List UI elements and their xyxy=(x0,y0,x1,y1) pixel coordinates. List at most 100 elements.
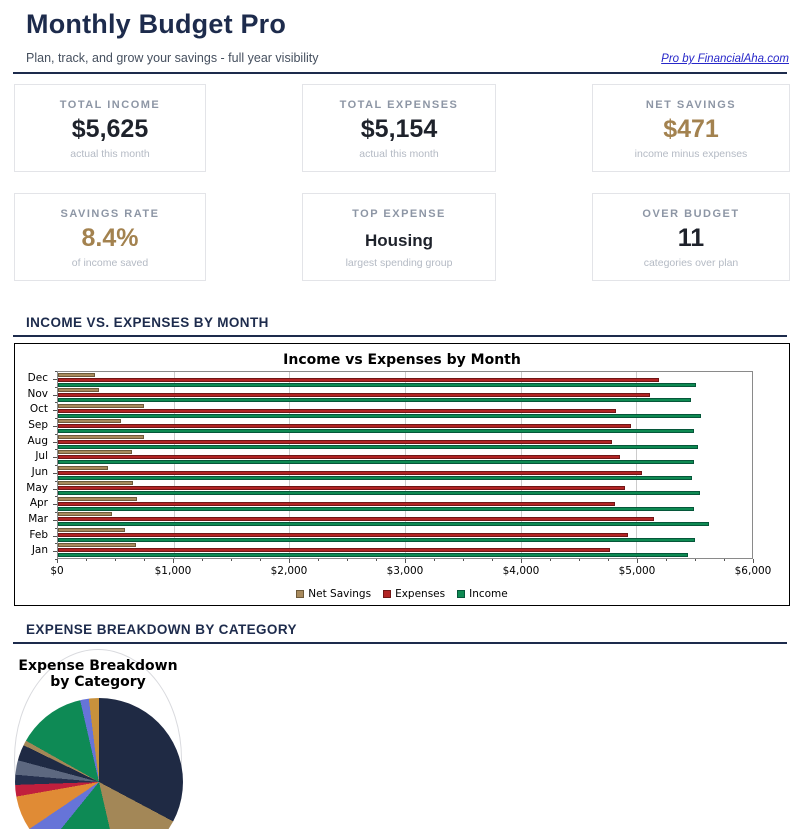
bar-chart-y-axis-labels: Dec Nov Oct Sep Aug Jul Jun May Apr Mar Feb Jan xyxy=(15,371,55,559)
stat-note: income minus expenses xyxy=(634,148,748,160)
stat-card-top-expense: TOP EXPENSE Housing largest spending gro… xyxy=(302,193,496,281)
legend-item-expenses: Expenses xyxy=(383,588,445,600)
bar-expenses xyxy=(58,439,613,444)
legend-swatch xyxy=(296,590,305,598)
bar-net-savings xyxy=(58,527,125,532)
y-axis-label: Mar xyxy=(28,513,48,525)
bar-income xyxy=(58,460,695,465)
x-axis-label: $1,000 xyxy=(154,565,192,577)
bar-net-savings xyxy=(58,543,137,548)
bar-net-savings xyxy=(58,419,122,424)
bar-chart-card: Income vs Expenses by Month Dec Nov Oct Sep… xyxy=(14,343,790,606)
bar-income xyxy=(58,398,691,403)
y-axis-label: Nov xyxy=(27,387,49,400)
stat-value: $5,625 xyxy=(71,115,149,143)
x-axis-label: $0 xyxy=(50,565,64,577)
stat-value: $471 xyxy=(663,115,719,143)
section-divider xyxy=(13,642,787,644)
x-axis-label: $6,000 xyxy=(734,565,772,577)
bar-income xyxy=(58,382,697,387)
stat-value: $5,154 xyxy=(360,115,438,143)
bar-expenses xyxy=(58,517,655,522)
legend-swatch xyxy=(457,590,466,598)
bar-group-may xyxy=(58,481,752,497)
bar-chart-x-axis-labels: $0 $1,000 $2,000 $3,000 $4,000 $5,000 $6,000 xyxy=(50,565,771,579)
y-axis-label: Dec xyxy=(27,372,48,384)
bar-group-nov xyxy=(58,388,752,404)
bar-group-oct xyxy=(58,403,752,419)
stat-note: of income saved xyxy=(71,257,149,269)
bar-income xyxy=(58,522,709,527)
bar-expenses xyxy=(58,501,615,506)
bar-income xyxy=(58,475,692,480)
bar-group-dec xyxy=(58,372,752,388)
bar-income xyxy=(58,553,689,558)
stat-card-net-savings: NET SAVINGS $471 income minus expenses xyxy=(592,84,790,172)
x-axis-label: $2,000 xyxy=(270,565,308,577)
bar-expenses xyxy=(58,532,629,537)
bar-expenses xyxy=(58,470,643,475)
x-axis-label: $4,000 xyxy=(502,565,540,577)
bar-income xyxy=(58,444,698,449)
y-axis-label: Feb xyxy=(29,528,48,541)
y-axis-label: Aug xyxy=(27,434,48,447)
bar-group-sep xyxy=(58,419,752,435)
stat-label: SAVINGS RATE xyxy=(60,208,160,220)
legend-item-net-savings: Net Savings xyxy=(296,588,371,600)
bar-net-savings xyxy=(58,496,138,501)
pie-chart-card: Expense Breakdown by Category xyxy=(14,649,183,829)
bar-chart-legend: Net Savings Expenses Income xyxy=(15,588,789,600)
bar-expenses xyxy=(58,424,632,429)
gridline xyxy=(405,372,406,558)
pie-chart-title: Expense Breakdown by Category xyxy=(18,658,178,690)
bar-chart-plot xyxy=(57,371,753,559)
section-heading: INCOME VS. EXPENSES BY MONTH xyxy=(26,315,269,330)
bar-income xyxy=(58,429,695,434)
bar-expenses xyxy=(58,393,650,398)
brand-link[interactable]: Pro by FinancialAha.com xyxy=(661,53,789,65)
stat-note: actual this month xyxy=(70,148,150,160)
section-income-vs-expenses: INCOME VS. EXPENSES BY MONTH xyxy=(13,315,787,337)
bar-net-savings xyxy=(58,403,144,408)
stat-label: OVER BUDGET xyxy=(642,208,740,220)
bar-income xyxy=(58,506,695,511)
pie-chart-clip xyxy=(15,698,183,829)
header-divider xyxy=(13,72,787,74)
bar-expenses xyxy=(58,486,625,491)
stat-card-over-budget: OVER BUDGET 11 categories over plan xyxy=(592,193,790,281)
stat-note: actual this month xyxy=(359,148,439,160)
bar-group-jan xyxy=(58,543,752,559)
page-subtitle: Plan, track, and grow your savings - ful… xyxy=(26,51,319,65)
stat-value: Housing xyxy=(365,230,433,250)
gridline xyxy=(636,372,638,558)
section-expense-breakdown: EXPENSE BREAKDOWN BY CATEGORY xyxy=(13,622,787,644)
bar-group-jun xyxy=(58,465,752,481)
y-axis-label: Apr xyxy=(29,497,48,510)
stat-label: NET SAVINGS xyxy=(645,99,737,111)
stat-cards: TOTAL INCOME $5,625 actual this month TO… xyxy=(14,84,790,281)
bar-net-savings xyxy=(58,388,100,393)
bar-group-feb xyxy=(58,527,752,543)
section-divider xyxy=(13,335,787,337)
bar-expenses xyxy=(58,408,616,413)
bar-group-mar xyxy=(58,512,752,528)
bar-net-savings xyxy=(58,465,108,470)
gridline xyxy=(289,372,291,558)
y-axis-label: Jan xyxy=(31,544,48,557)
x-axis-label: $3,000 xyxy=(386,565,424,577)
bar-net-savings xyxy=(58,450,133,455)
bar-expenses xyxy=(58,455,621,460)
gridline xyxy=(520,372,522,558)
stat-card-savings-rate: SAVINGS RATE 8.4% of income saved xyxy=(14,193,206,281)
stat-note: categories over plan xyxy=(643,257,739,269)
stat-label: TOP EXPENSE xyxy=(352,208,446,220)
page-title: Monthly Budget Pro xyxy=(26,9,287,39)
stat-card-total-income: TOTAL INCOME $5,625 actual this month xyxy=(14,84,206,172)
bar-income xyxy=(58,413,702,418)
bar-group-apr xyxy=(58,496,752,512)
bar-expenses xyxy=(58,377,660,382)
stat-label: TOTAL EXPENSES xyxy=(339,99,459,111)
legend-item-income: Income xyxy=(457,588,508,600)
legend-swatch xyxy=(383,590,392,598)
stat-value: 11 xyxy=(677,224,705,252)
